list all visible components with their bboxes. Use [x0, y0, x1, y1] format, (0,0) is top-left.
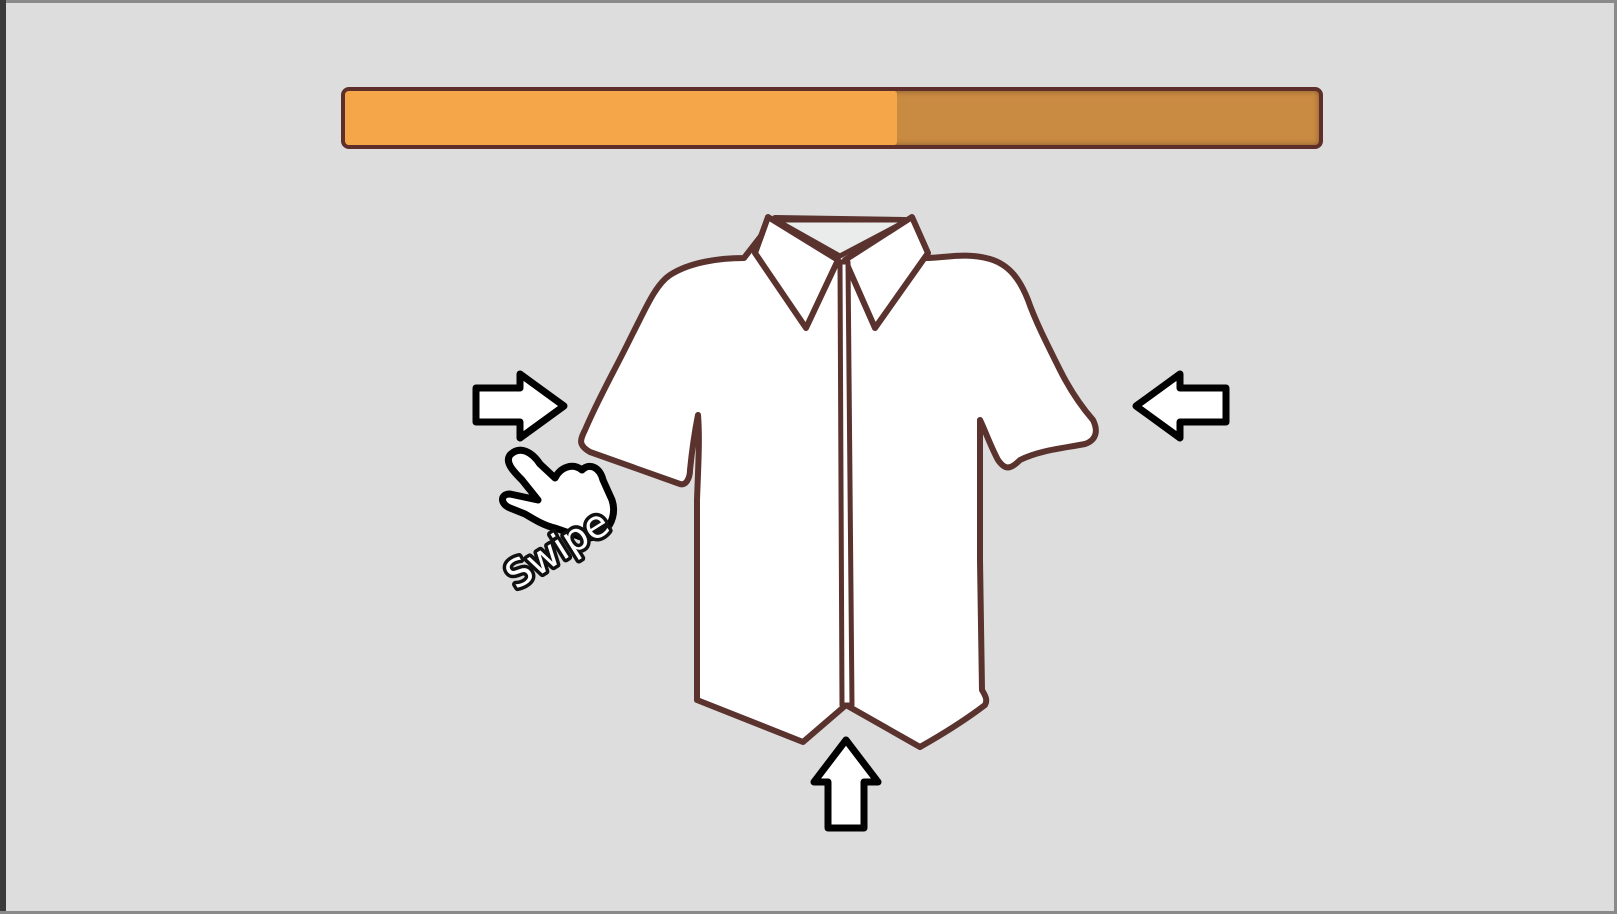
shirt-placket: [837, 259, 855, 708]
shirt-collar-right: [842, 214, 931, 331]
arrow-up-icon: [810, 736, 882, 832]
arrow-right-icon: [472, 370, 568, 442]
window-frame-left: [0, 0, 6, 914]
window-frame-top: [0, 0, 1617, 3]
hand-pointer-icon: [499, 446, 618, 542]
arrow-left-icon: [1132, 370, 1230, 442]
window-frame-right: [1614, 0, 1617, 914]
progress-bar-fill: [345, 91, 898, 145]
window-frame-bottom: [0, 911, 1617, 914]
shirt-collar-left: [752, 214, 841, 331]
folding-progress-bar: [341, 87, 1323, 149]
shirt-icon[interactable]: [578, 214, 1099, 750]
